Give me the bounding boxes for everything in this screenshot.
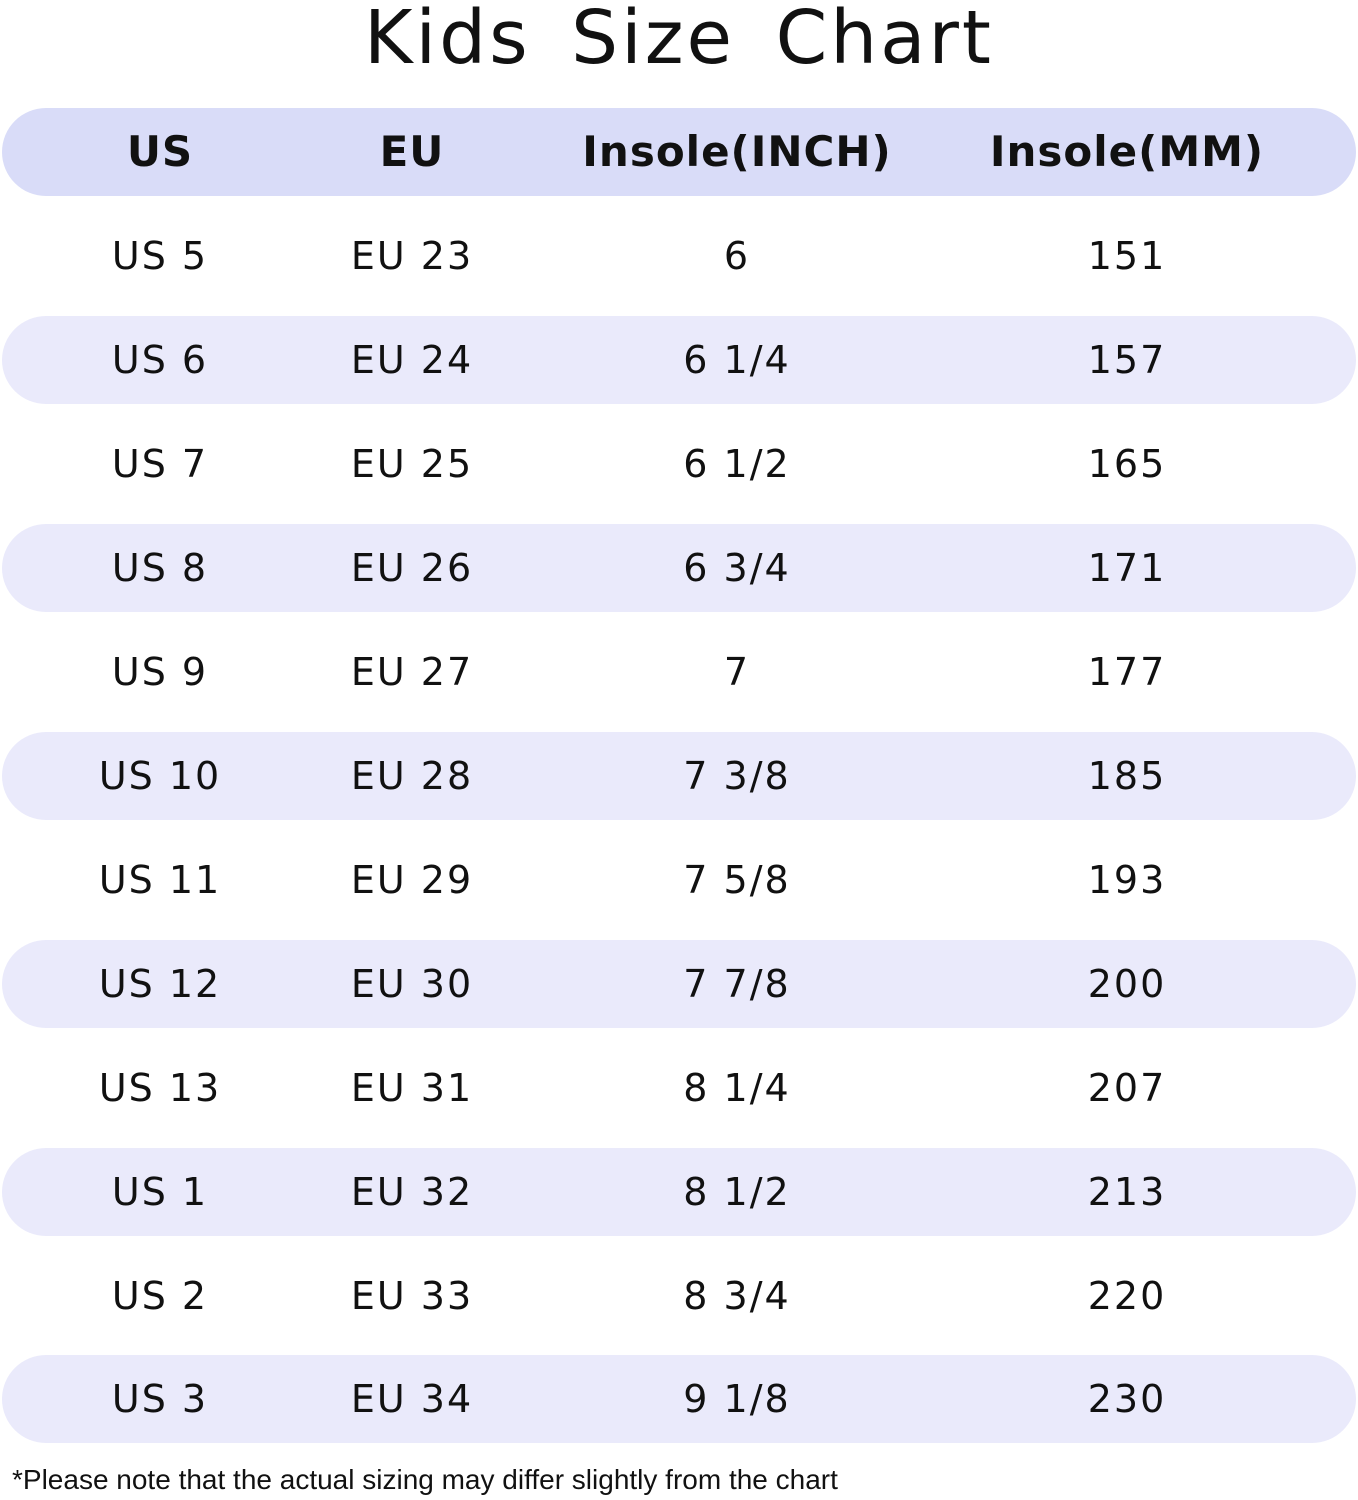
- table-row: US 12 EU 30 7 7/8 200: [2, 940, 1356, 1028]
- cell-us: US 3: [111, 1377, 209, 1421]
- header-insole-inch: Insole(INCH): [582, 127, 892, 176]
- header-us: US: [126, 127, 194, 176]
- table-row: US 2 EU 33 8 3/4 220: [2, 1252, 1356, 1340]
- table-row: US 13 EU 31 8 1/4 207: [2, 1044, 1356, 1132]
- cell-us: US 10: [98, 754, 222, 798]
- page-title: Kids Size Chart: [364, 0, 994, 81]
- cell-insole-mm: 157: [1087, 338, 1167, 382]
- cell-eu: EU 28: [350, 754, 474, 798]
- cell-eu: EU 33: [350, 1274, 474, 1318]
- cell-us: US 5: [111, 234, 209, 278]
- cell-eu: EU 30: [350, 962, 474, 1006]
- cell-us: US 1: [111, 1170, 209, 1214]
- cell-insole-mm: 230: [1087, 1377, 1167, 1421]
- cell-insole-inch: 8 3/4: [683, 1274, 791, 1318]
- cell-eu: EU 27: [350, 650, 474, 694]
- cell-eu: EU 34: [350, 1377, 474, 1421]
- cell-insole-inch: 7: [723, 650, 751, 694]
- cell-eu: EU 32: [350, 1170, 474, 1214]
- cell-eu: EU 29: [350, 858, 474, 902]
- cell-insole-mm: 213: [1087, 1170, 1167, 1214]
- cell-insole-inch: 6 1/4: [683, 338, 791, 382]
- cell-insole-mm: 177: [1087, 650, 1167, 694]
- table-header-row: US EU Insole(INCH) Insole(MM): [2, 108, 1356, 196]
- cell-insole-inch: 6 3/4: [683, 546, 791, 590]
- cell-insole-inch: 6 1/2: [683, 442, 791, 486]
- cell-insole-mm: 207: [1087, 1066, 1167, 1110]
- cell-eu: EU 26: [350, 546, 474, 590]
- cell-us: US 2: [111, 1274, 209, 1318]
- cell-eu: EU 24: [350, 338, 474, 382]
- header-insole-mm: Insole(MM): [989, 127, 1265, 176]
- cell-insole-mm: 220: [1087, 1274, 1167, 1318]
- table-row: US 9 EU 27 7 177: [2, 628, 1356, 716]
- cell-insole-mm: 185: [1087, 754, 1167, 798]
- cell-insole-inch: 8 1/4: [683, 1066, 791, 1110]
- cell-insole-inch: 7 3/8: [683, 754, 791, 798]
- table-row: US 10 EU 28 7 3/8 185: [2, 732, 1356, 820]
- cell-insole-mm: 171: [1087, 546, 1167, 590]
- cell-us: US 8: [111, 546, 209, 590]
- table-row: US 7 EU 25 6 1/2 165: [2, 420, 1356, 508]
- cell-us: US 9: [111, 650, 209, 694]
- cell-insole-inch: 7 7/8: [683, 962, 791, 1006]
- cell-us: US 7: [111, 442, 209, 486]
- cell-insole-mm: 165: [1087, 442, 1167, 486]
- header-eu: EU: [379, 127, 445, 176]
- cell-eu: EU 31: [350, 1066, 474, 1110]
- cell-insole-inch: 6: [723, 234, 751, 278]
- cell-eu: EU 23: [350, 234, 474, 278]
- cell-us: US 6: [111, 338, 209, 382]
- cell-insole-inch: 8 1/2: [683, 1170, 791, 1214]
- cell-insole-mm: 200: [1087, 962, 1167, 1006]
- table-row: US 5 EU 23 6 151: [2, 212, 1356, 300]
- cell-us: US 12: [98, 962, 222, 1006]
- cell-insole-mm: 193: [1087, 858, 1167, 902]
- cell-us: US 11: [98, 858, 222, 902]
- table-row: US 1 EU 32 8 1/2 213: [2, 1148, 1356, 1236]
- cell-us: US 13: [98, 1066, 222, 1110]
- cell-insole-mm: 151: [1087, 234, 1167, 278]
- cell-insole-inch: 7 5/8: [683, 858, 791, 902]
- table-row: US 8 EU 26 6 3/4 171: [2, 524, 1356, 612]
- table-row: US 6 EU 24 6 1/4 157: [2, 316, 1356, 404]
- sizing-footnote: *Please note that the actual sizing may …: [12, 1464, 838, 1495]
- table-row: US 11 EU 29 7 5/8 193: [2, 836, 1356, 924]
- table-row: US 3 EU 34 9 1/8 230: [2, 1355, 1356, 1443]
- cell-insole-inch: 9 1/8: [683, 1377, 791, 1421]
- cell-eu: EU 25: [350, 442, 474, 486]
